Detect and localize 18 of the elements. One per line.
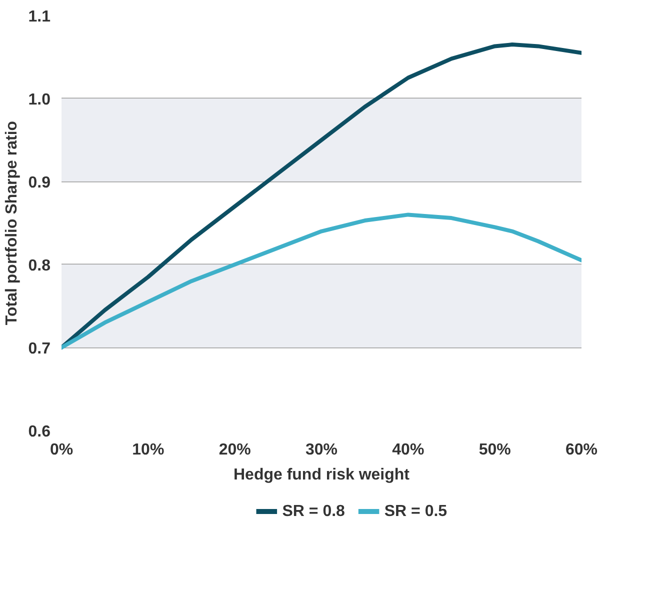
- y-tick-label: 0.6: [28, 424, 51, 440]
- y-tick-label: 0.7: [28, 340, 51, 358]
- y-tick-label: 0.8: [28, 258, 51, 274]
- y-tick-label: 1.1: [28, 8, 51, 26]
- line-series: [62, 212, 582, 350]
- x-tick-label: 20%: [218, 442, 251, 458]
- x-tick-label: 0%: [50, 442, 74, 458]
- x-tick-label: 50%: [478, 442, 511, 458]
- y-tick-label: 0.9: [28, 174, 51, 192]
- x-tick-label: 40%: [392, 442, 424, 458]
- legend-label: SR = 0.8: [282, 503, 346, 520]
- x-tick-label: 30%: [305, 442, 338, 458]
- x-axis-title: Hedge fund risk weight: [233, 466, 410, 484]
- y-axis-title: Total portfolio Sharpe ratio: [3, 120, 20, 326]
- legend-label: SR = 0.5: [384, 503, 448, 520]
- x-tick-label: 60%: [565, 442, 598, 458]
- y-tick-label: 1.0: [28, 92, 51, 108]
- x-tick-label: 10%: [132, 442, 164, 458]
